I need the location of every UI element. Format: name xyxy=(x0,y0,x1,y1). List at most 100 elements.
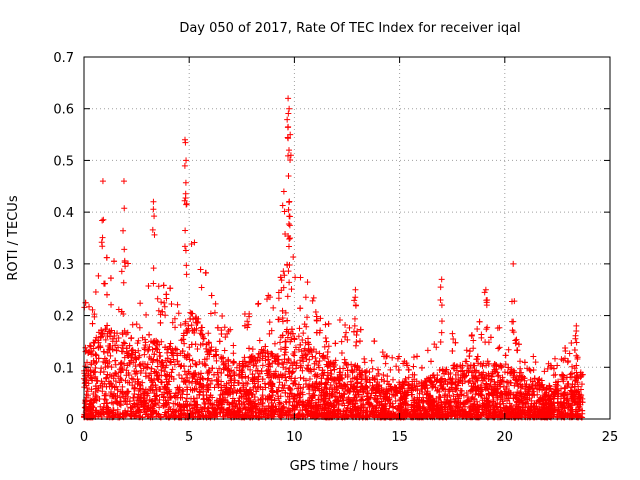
roti-point xyxy=(242,395,249,402)
roti-point xyxy=(376,382,383,389)
roti-point xyxy=(136,361,143,368)
roti-point xyxy=(92,289,99,296)
roti-point xyxy=(276,379,283,386)
roti-point xyxy=(248,353,255,360)
roti-point xyxy=(310,294,317,301)
roti-point xyxy=(200,382,207,389)
roti-point xyxy=(462,403,469,410)
roti-point xyxy=(266,360,273,367)
roti-point xyxy=(130,400,137,407)
roti-point xyxy=(199,384,206,391)
roti-point xyxy=(343,329,350,336)
roti-point xyxy=(512,376,519,383)
roti-point xyxy=(490,389,497,396)
roti-point xyxy=(194,318,201,325)
roti-point xyxy=(229,403,236,410)
roti-point xyxy=(241,358,248,365)
roti-point xyxy=(306,398,313,405)
roti-point xyxy=(124,411,131,418)
roti-point xyxy=(376,390,383,397)
roti-point xyxy=(579,371,586,378)
roti-point xyxy=(568,370,575,377)
roti-point xyxy=(192,360,199,367)
roti-point xyxy=(255,397,262,404)
roti-point xyxy=(514,380,521,387)
roti-point xyxy=(358,396,365,403)
roti-point xyxy=(281,351,288,358)
roti-point xyxy=(300,358,307,365)
roti-point xyxy=(451,398,458,405)
roti-point xyxy=(138,367,145,374)
roti-point xyxy=(523,390,530,397)
roti-point xyxy=(171,393,178,400)
roti-point xyxy=(219,409,226,416)
roti-point xyxy=(246,412,253,419)
roti-point xyxy=(275,384,282,391)
roti-point xyxy=(283,399,290,406)
roti-point xyxy=(289,369,296,376)
roti-point xyxy=(283,377,290,384)
roti-point xyxy=(475,360,482,367)
roti-point xyxy=(512,340,519,347)
roti-point xyxy=(224,399,231,406)
roti-point xyxy=(205,386,212,393)
roti-point xyxy=(521,375,528,382)
roti-point xyxy=(255,401,262,408)
roti-point xyxy=(154,357,161,364)
roti-point xyxy=(285,330,292,337)
roti-point xyxy=(92,383,99,390)
roti-point xyxy=(389,376,396,383)
roti-point xyxy=(146,343,153,350)
roti-point xyxy=(542,393,549,400)
roti-point xyxy=(156,404,163,411)
roti-point xyxy=(197,341,204,348)
roti-point xyxy=(485,360,492,367)
roti-point xyxy=(566,350,573,357)
roti-point xyxy=(473,356,480,363)
roti-point xyxy=(362,373,369,380)
roti-point xyxy=(187,315,194,322)
roti-point xyxy=(403,387,410,394)
roti-point xyxy=(198,324,205,331)
roti-point xyxy=(161,383,168,390)
roti-point xyxy=(279,318,286,325)
roti-point xyxy=(547,385,554,392)
roti-point xyxy=(184,386,191,393)
roti-point xyxy=(297,341,304,348)
roti-point xyxy=(304,314,311,321)
roti-point xyxy=(483,373,490,380)
roti-point xyxy=(477,392,484,399)
roti-point xyxy=(235,409,242,416)
roti-point xyxy=(151,351,158,358)
roti-point xyxy=(146,396,153,403)
roti-point xyxy=(554,362,561,369)
roti-point xyxy=(282,365,289,372)
roti-point xyxy=(336,377,343,384)
roti-point xyxy=(236,367,243,374)
roti-point xyxy=(133,368,140,375)
roti-point xyxy=(382,360,389,367)
roti-point xyxy=(311,360,318,367)
roti-point xyxy=(181,340,188,347)
roti-point xyxy=(125,352,132,359)
roti-point xyxy=(121,327,128,334)
roti-point xyxy=(279,307,286,314)
roti-point xyxy=(238,371,245,378)
roti-point xyxy=(359,393,366,400)
roti-point xyxy=(331,366,338,373)
roti-point xyxy=(99,406,106,413)
roti-point xyxy=(124,408,131,415)
roti-point xyxy=(226,387,233,394)
roti-point xyxy=(188,322,195,329)
roti-point xyxy=(316,381,323,388)
roti-point xyxy=(154,363,161,370)
roti-point xyxy=(502,352,509,359)
roti-point xyxy=(452,386,459,393)
roti-point xyxy=(470,337,477,344)
roti-point xyxy=(316,364,323,371)
roti-point xyxy=(189,357,196,364)
roti-point xyxy=(213,357,220,364)
roti-point xyxy=(301,345,308,352)
roti-point xyxy=(137,300,144,307)
